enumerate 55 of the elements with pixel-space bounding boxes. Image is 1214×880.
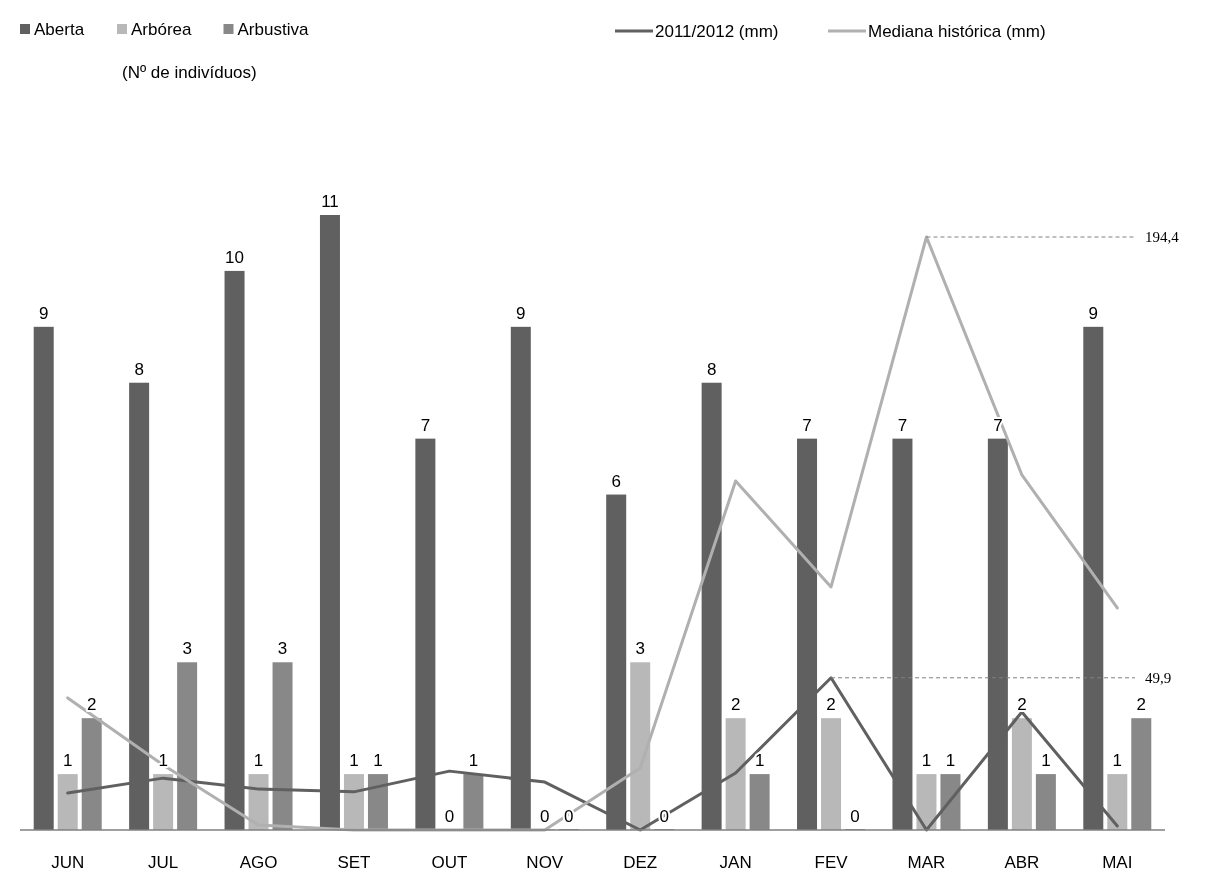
x-tick-label: MAR bbox=[907, 853, 946, 872]
data-label: 1 bbox=[158, 751, 168, 771]
data-label: 8 bbox=[134, 359, 144, 379]
x-tick-label: FEV bbox=[814, 853, 849, 872]
data-label: 3 bbox=[635, 639, 645, 659]
data-label: 2 bbox=[86, 695, 97, 715]
data-label: 2 bbox=[1136, 695, 1147, 715]
data-label: 1 bbox=[468, 751, 479, 771]
x-tick-label: SET bbox=[337, 853, 371, 872]
data-label: 7 bbox=[897, 415, 908, 435]
data-label: 2 bbox=[1017, 695, 1027, 715]
legend-label: Arbórea bbox=[131, 20, 193, 39]
x-tick-label: DEZ bbox=[623, 853, 658, 872]
x-tick-label: MAI bbox=[1102, 853, 1133, 872]
data-label: 1 bbox=[253, 751, 264, 771]
x-tick-label: JUL bbox=[148, 853, 179, 872]
x-tick-label: JUN bbox=[51, 853, 85, 872]
data-label: 2 bbox=[730, 695, 741, 715]
data-label: 1 bbox=[62, 751, 73, 771]
data-label: 0 bbox=[850, 807, 860, 826]
data-label: 9 bbox=[38, 303, 49, 323]
data-label: 3 bbox=[182, 639, 192, 659]
x-tick-label: ABR bbox=[1004, 853, 1040, 872]
data-label: 1 bbox=[349, 751, 359, 771]
legend-label: Arbustiva bbox=[237, 20, 309, 39]
data-label: 8 bbox=[706, 359, 717, 379]
data-label: 9 bbox=[1088, 303, 1099, 323]
data-label: 1 bbox=[754, 751, 765, 771]
data-label: 1 bbox=[921, 751, 932, 771]
data-label: 2 bbox=[826, 695, 836, 715]
legend-title: (Nº de indivíduos) bbox=[122, 63, 257, 82]
data-label: 1 bbox=[1112, 751, 1123, 771]
legend-label: 2011/2012 (mm) bbox=[655, 22, 779, 41]
data-label: 49,9 bbox=[1145, 669, 1172, 686]
data-label: 3 bbox=[277, 639, 288, 659]
legend-label: Mediana histórica (mm) bbox=[868, 22, 1046, 41]
x-tick-label: OUT bbox=[431, 853, 468, 872]
data-label: 1 bbox=[1041, 751, 1051, 771]
data-label: 7 bbox=[420, 415, 431, 435]
x-tick-label: JAN bbox=[719, 853, 752, 872]
data-label: 194,4 bbox=[1145, 229, 1180, 245]
data-label: 1 bbox=[373, 751, 383, 771]
x-tick-label: NOV bbox=[526, 853, 564, 872]
x-tick-label: AGO bbox=[239, 853, 278, 872]
data-label: 9 bbox=[516, 303, 526, 323]
data-label: 6 bbox=[611, 471, 621, 491]
data-label: 7 bbox=[993, 415, 1003, 435]
data-label: 10 bbox=[225, 247, 244, 267]
legend-label: Aberta bbox=[34, 20, 85, 39]
data-label: 0 bbox=[564, 807, 574, 826]
data-label: 1 bbox=[945, 751, 956, 771]
data-label: 0 bbox=[540, 807, 550, 826]
data-label: 0 bbox=[444, 807, 455, 826]
data-label: 11 bbox=[321, 192, 339, 211]
data-label: 7 bbox=[802, 415, 812, 435]
